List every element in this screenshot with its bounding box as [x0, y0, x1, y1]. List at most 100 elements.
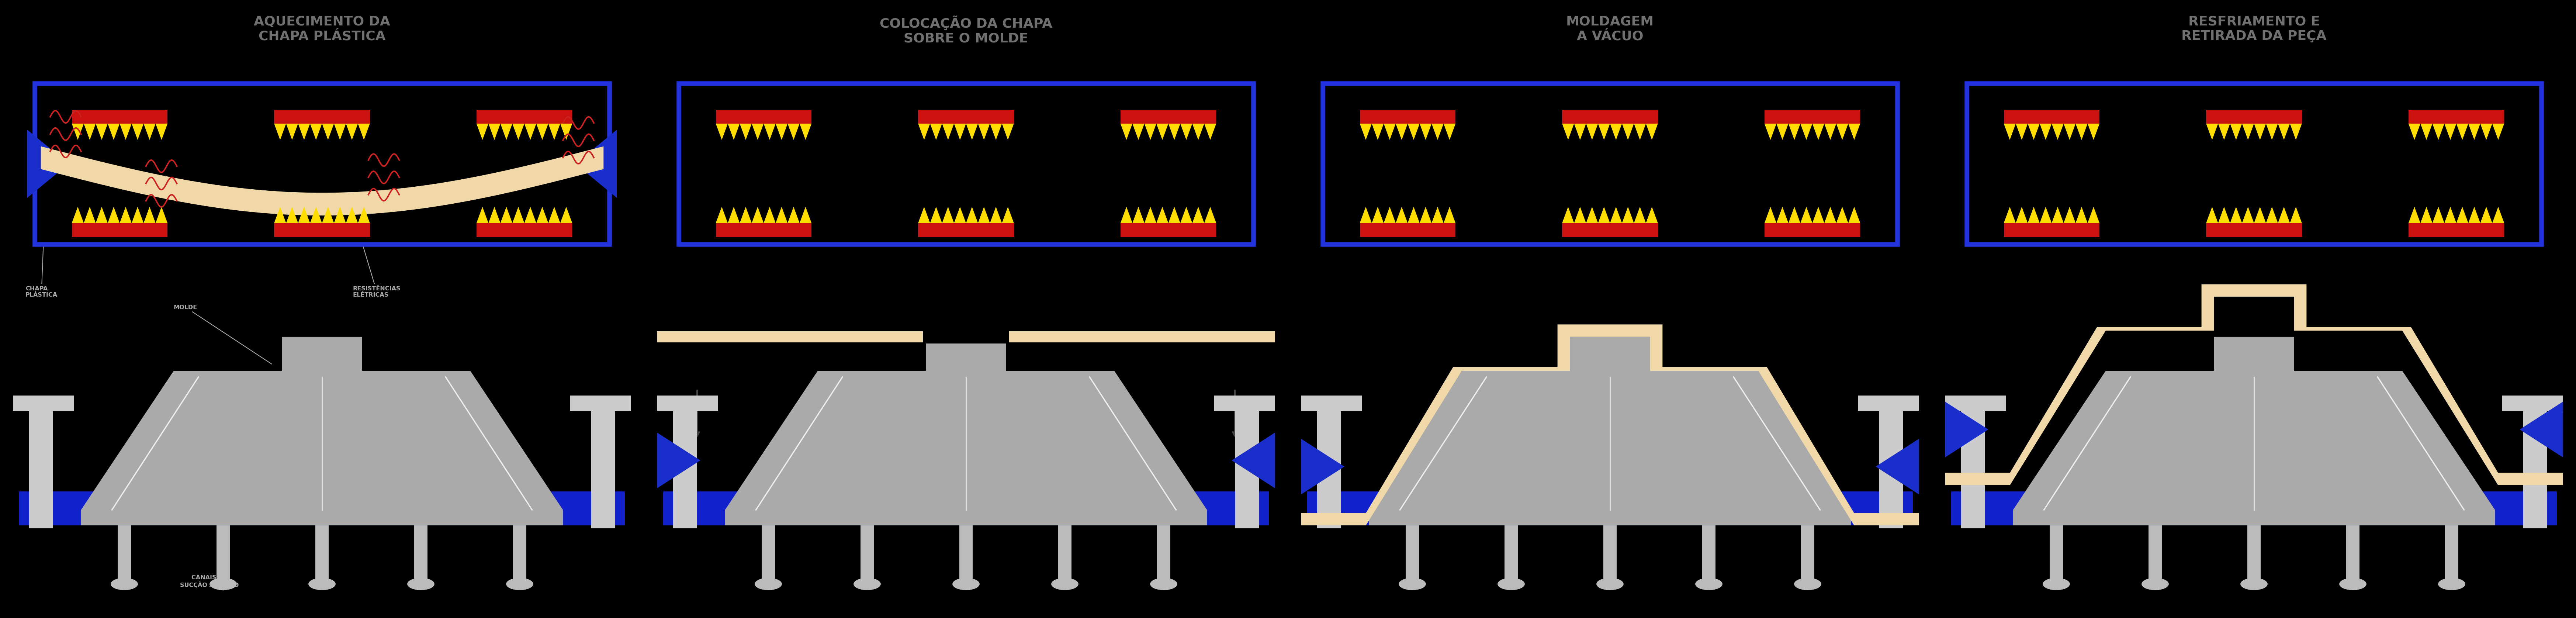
Bar — [1801, 525, 1814, 584]
Polygon shape — [799, 207, 811, 223]
Polygon shape — [2241, 207, 2254, 223]
Polygon shape — [1396, 124, 1406, 140]
Polygon shape — [1765, 124, 1777, 140]
Polygon shape — [1875, 439, 1919, 494]
Polygon shape — [762, 207, 775, 223]
Polygon shape — [943, 207, 953, 223]
Bar — [118, 525, 131, 584]
Polygon shape — [358, 207, 371, 223]
Ellipse shape — [1051, 578, 1079, 590]
Polygon shape — [1777, 124, 1788, 140]
Polygon shape — [108, 207, 118, 223]
Ellipse shape — [2241, 578, 2267, 590]
Polygon shape — [775, 124, 788, 140]
Polygon shape — [72, 124, 85, 140]
Polygon shape — [1824, 124, 1837, 140]
Polygon shape — [1144, 207, 1157, 223]
Bar — [1213, 396, 1280, 411]
Ellipse shape — [505, 578, 533, 590]
Bar — [72, 110, 167, 124]
Polygon shape — [1170, 207, 1180, 223]
Bar — [1561, 223, 1659, 237]
Polygon shape — [1814, 124, 1824, 140]
Polygon shape — [322, 207, 335, 223]
Polygon shape — [917, 207, 930, 223]
Polygon shape — [1368, 337, 1852, 525]
Polygon shape — [1121, 207, 1133, 223]
Polygon shape — [799, 124, 811, 140]
Polygon shape — [788, 207, 799, 223]
Polygon shape — [2445, 124, 2458, 140]
Polygon shape — [549, 207, 559, 223]
Bar — [657, 331, 1275, 342]
Polygon shape — [1383, 124, 1396, 140]
Polygon shape — [345, 124, 358, 140]
Polygon shape — [953, 124, 966, 140]
Bar — [477, 110, 572, 124]
Polygon shape — [762, 124, 775, 140]
Ellipse shape — [2339, 578, 2367, 590]
Polygon shape — [930, 207, 943, 223]
Polygon shape — [917, 124, 930, 140]
Polygon shape — [1561, 124, 1574, 140]
Ellipse shape — [309, 578, 335, 590]
Bar — [1157, 525, 1170, 584]
Ellipse shape — [1793, 578, 1821, 590]
Polygon shape — [2205, 124, 2218, 140]
Polygon shape — [2076, 124, 2087, 140]
Bar — [1059, 525, 1072, 584]
Ellipse shape — [2141, 578, 2169, 590]
Polygon shape — [1814, 207, 1824, 223]
Polygon shape — [1633, 124, 1646, 140]
Polygon shape — [943, 124, 953, 140]
Polygon shape — [477, 124, 489, 140]
Polygon shape — [1133, 207, 1144, 223]
Polygon shape — [1406, 207, 1419, 223]
Polygon shape — [1623, 124, 1633, 140]
Polygon shape — [752, 124, 762, 140]
Polygon shape — [118, 124, 131, 140]
Polygon shape — [2421, 124, 2432, 140]
Polygon shape — [2205, 207, 2218, 223]
Polygon shape — [775, 207, 788, 223]
Polygon shape — [2290, 207, 2303, 223]
Ellipse shape — [853, 578, 881, 590]
Polygon shape — [1597, 124, 1610, 140]
Polygon shape — [2277, 207, 2290, 223]
Polygon shape — [286, 207, 299, 223]
Polygon shape — [1574, 207, 1587, 223]
Bar — [1765, 223, 1860, 237]
Bar — [2524, 405, 2548, 528]
Polygon shape — [500, 207, 513, 223]
Polygon shape — [716, 207, 729, 223]
Bar — [8, 396, 75, 411]
Polygon shape — [1231, 433, 1275, 488]
Polygon shape — [286, 124, 299, 140]
Polygon shape — [1777, 207, 1788, 223]
Ellipse shape — [1497, 578, 1525, 590]
Polygon shape — [549, 124, 559, 140]
Polygon shape — [2290, 124, 2303, 140]
Polygon shape — [2491, 124, 2504, 140]
Polygon shape — [526, 207, 536, 223]
Polygon shape — [1373, 124, 1383, 140]
Polygon shape — [1121, 124, 1133, 140]
Polygon shape — [1301, 324, 1919, 525]
Bar — [762, 525, 775, 584]
Polygon shape — [1945, 402, 1989, 457]
Polygon shape — [477, 207, 489, 223]
Polygon shape — [358, 124, 371, 140]
Bar — [716, 223, 811, 237]
Ellipse shape — [1399, 578, 1427, 590]
Polygon shape — [657, 433, 701, 488]
Bar — [2004, 223, 2099, 237]
Polygon shape — [95, 207, 108, 223]
Bar — [33, 83, 611, 244]
Polygon shape — [2231, 207, 2241, 223]
Polygon shape — [1373, 207, 1383, 223]
Polygon shape — [513, 207, 526, 223]
Polygon shape — [1646, 124, 1659, 140]
Text: RESISTÊNCIAS
ELÉTRICAS: RESISTÊNCIAS ELÉTRICAS — [325, 116, 402, 298]
Polygon shape — [2481, 124, 2491, 140]
Bar — [2205, 110, 2303, 124]
